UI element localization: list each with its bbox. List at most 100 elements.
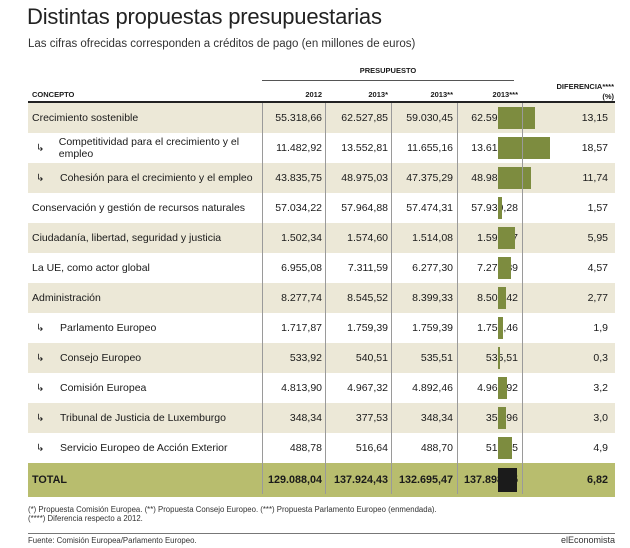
concept-cell: ↳ Comisión Europea	[32, 373, 264, 403]
value-2013-council: 59.030,45	[406, 112, 453, 124]
value-2013-commission: 1.574,60	[347, 232, 388, 244]
col-2013a-header: 2013*	[368, 90, 388, 99]
concept-label: Ciudadanía, libertad, seguridad y justic…	[32, 232, 222, 244]
concept-label: Administración	[32, 292, 101, 304]
value-2012: 1.502,34	[281, 232, 322, 244]
concept-cell: ↳ Competitividad para el crecimiento y el…	[32, 133, 264, 163]
table-row: Crecimiento sostenible 55.318,66 62.527,85…	[28, 103, 615, 133]
chart-title: Distintas propuestas presupuestarias	[27, 4, 382, 29]
value-2013-parliament: 358,96	[456, 403, 518, 433]
concept-label: Tribunal de Justicia de Luxemburgo	[60, 412, 226, 424]
difference-bar	[498, 287, 506, 309]
value-2013-commission: 516,64	[355, 442, 388, 454]
value-2013-council: 1.759,39	[412, 322, 453, 334]
value-2013-commission: 48.975,03	[341, 172, 388, 184]
concept-cell: ↳ Tribunal de Justicia de Luxemburgo	[32, 403, 264, 433]
difference-value: 4,9	[593, 442, 608, 454]
difference-bar	[498, 107, 535, 129]
sub-item-arrow-icon: ↳	[36, 442, 45, 454]
table-row: Administración 8.277,74 8.545,52 8.399,338.…	[28, 283, 615, 313]
footnote-line: (*) Propuesta Comisión Europea. (**) Pro…	[28, 505, 437, 514]
value-2012: 43.835,75	[275, 172, 322, 184]
value-2013-council: 57.474,31	[406, 202, 453, 214]
value-2013-council: 1.514,08	[412, 232, 453, 244]
difference-bar	[498, 227, 515, 249]
difference-bar	[498, 468, 518, 492]
value-2012: 348,34	[289, 412, 322, 424]
concept-label: Competitividad para el crecimiento y el …	[58, 136, 240, 160]
difference-bar	[498, 257, 511, 279]
column-divider	[391, 103, 392, 494]
value-2012: 4.813,90	[281, 382, 322, 394]
diff-header-title: DIFERENCIA****	[556, 82, 614, 91]
difference-bar	[498, 377, 507, 399]
col-2012-header: 2012	[305, 90, 322, 99]
concept-cell: La UE, como actor global	[32, 253, 264, 283]
value-2013-parliament: 1.750,46	[456, 313, 518, 343]
concept-label: Servicio Europeo de Acción Exterior	[60, 442, 228, 454]
difference-value: 0,3	[593, 352, 608, 364]
difference-bar	[498, 407, 507, 429]
footnote-line: (****) Diferencia respecto a 2012.	[28, 513, 143, 523]
sub-item-arrow-icon: ↳	[36, 172, 45, 184]
difference-bar	[498, 137, 550, 159]
value-2013-commission: 62.527,85	[341, 112, 388, 124]
concept-label: Consejo Europeo	[60, 352, 142, 364]
concept-label: La UE, como actor global	[32, 262, 150, 274]
value-2013-commission: 4.967,32	[347, 382, 388, 394]
difference-bar	[498, 317, 504, 339]
concept-cell: TOTAL	[32, 463, 264, 497]
sub-item-arrow-icon: ↳	[36, 382, 45, 394]
value-2013-parliament: 4.967,92	[456, 373, 518, 403]
table-row: ↳ Servicio Europeo de Acción Exterior 488,…	[28, 433, 615, 463]
value-2013-parliament: 57.930,28	[471, 202, 518, 214]
value-2012: 533,92	[289, 352, 322, 364]
col-2013c-header: 2013***	[492, 90, 518, 99]
difference-bar	[498, 197, 503, 219]
budget-group-header: PRESUPUESTO	[262, 66, 514, 81]
difference-bar	[498, 437, 512, 459]
difference-value: 1,9	[593, 322, 608, 334]
difference-value: 6,82	[586, 474, 608, 486]
diff-header-unit: (%)	[602, 92, 614, 101]
concept-cell: ↳ Consejo Europeo	[32, 343, 264, 373]
value-2013-council: 47.375,29	[406, 172, 453, 184]
value-2013-commission: 57.964,88	[341, 202, 388, 214]
header-rule	[28, 101, 615, 103]
table-row: ↳ Cohesión para el crecimiento y el emple…	[28, 163, 615, 193]
value-2012: 6.955,08	[281, 262, 322, 274]
value-2013-council: 348,34	[420, 412, 453, 424]
column-divider	[522, 103, 523, 494]
concept-cell: ↳ Parlamento Europeo	[32, 313, 264, 343]
concept-cell: Conservación y gestión de recursos natur…	[32, 193, 264, 223]
value-2013-commission: 540,51	[355, 352, 388, 364]
concept-label: Comisión Europea	[60, 382, 147, 394]
concept-cell: ↳ Servicio Europeo de Acción Exterior	[32, 433, 264, 463]
source-note: Fuente: Comisión Europea/Parlamento Euro…	[28, 536, 197, 545]
value-2013-commission: 137.924,43	[333, 474, 388, 486]
difference-value: 3,0	[593, 412, 608, 424]
value-2013-commission: 7.311,59	[347, 262, 388, 274]
value-2013-commission: 377,53	[355, 412, 388, 424]
value-2012: 11.482,92	[276, 142, 322, 154]
total-row: TOTAL 129.088,04 137.924,43 132.695,47 137.8…	[28, 463, 615, 497]
concept-cell: Crecimiento sostenible	[32, 103, 264, 133]
difference-value: 1,57	[587, 202, 608, 214]
concept-label: Parlamento Europeo	[60, 322, 157, 334]
footnotes: (*) Propuesta Comisión Europea. (**) Pro…	[28, 505, 437, 523]
col-2013b-header: 2013**	[430, 90, 453, 99]
difference-value: 18,57	[581, 142, 608, 154]
sub-item-arrow-icon: ↳	[36, 322, 45, 334]
difference-value: 11,74	[582, 172, 609, 184]
value-2013-council: 488,70	[420, 442, 453, 454]
value-2013-council: 535,51	[420, 352, 453, 364]
table-row: ↳ Parlamento Europeo 1.717,87 1.759,39 1.759…	[28, 313, 615, 343]
table-row: ↳ Tribunal de Justicia de Luxemburgo 348,3…	[28, 403, 615, 433]
concept-label: Crecimiento sostenible	[32, 112, 139, 124]
value-2013-council: 6.277,30	[412, 262, 453, 274]
table-row: Conservación y gestión de recursos natur…	[28, 193, 615, 223]
concept-label: Cohesión para el crecimiento y el empleo	[60, 172, 253, 184]
value-2013-council: 8.399,33	[412, 292, 453, 304]
table-row: ↳ Competitividad para el crecimiento y el…	[28, 133, 615, 163]
value-2012: 8.277,74	[281, 292, 322, 304]
